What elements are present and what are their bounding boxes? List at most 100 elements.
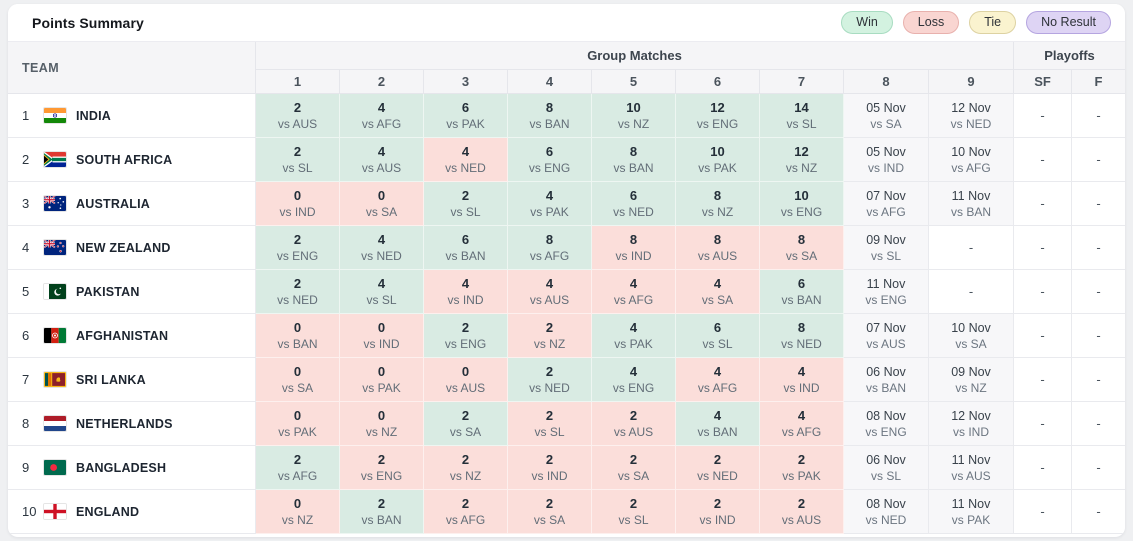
flag-south-africa-icon [44,152,66,167]
opponent-label: vs ENG [276,249,319,263]
team-cell[interactable]: 7 SRI LANKA [8,358,256,402]
match-cell-win: 2 vs SL [424,182,508,226]
opponent-label: vs SL [870,469,901,483]
semifinal-dash: - [1040,196,1045,211]
flag-australia-icon [44,196,66,211]
opponent-label: vs ENG [696,117,739,131]
match-column-header-4: 4 [508,70,592,94]
match-cell-win: 8 vs NED [760,314,844,358]
opponent-label: vs AUS [445,381,486,395]
opponent-label: vs SA [449,425,482,439]
semifinal-cell: - [1014,226,1072,270]
group-matches-header: Group Matches [256,42,1014,70]
rank-label: 10 [22,504,37,519]
points-value: 2 [377,496,386,511]
opponent-label: vs NED [361,249,402,263]
team-cell-content: 6 AFGHANISTAN [8,328,255,343]
match-cell-loss: 4 vs IND [760,358,844,402]
rank-label: 4 [22,240,30,255]
points-value: 4 [545,276,554,291]
team-name: AUSTRALIA [76,196,151,211]
points-value: 6 [629,188,638,203]
flag-england-icon [44,504,66,519]
points-value: 8 [629,144,638,159]
match-cell-loss: 2 vs IND [676,490,760,534]
opponent-label: vs AUS [529,293,570,307]
points-value: 2 [545,364,554,379]
table-row: 4 NEW ZEALAND 2 vs ENG 4 vs NED 6 vs BAN 8 vs AFG… [8,226,1125,270]
final-cell: - [1072,490,1125,534]
final-cell: - [1072,270,1125,314]
opponent-label: vs BAN [277,337,318,351]
match-cell-win: 6 vs BAN [424,226,508,270]
team-cell[interactable]: 8 NETHERLANDS [8,402,256,446]
team-cell[interactable]: 6 AFGHANISTAN [8,314,256,358]
team-cell[interactable]: 4 NEW ZEALAND [8,226,256,270]
team-cell-content: 1 INDIA [8,108,255,123]
match-cell-loss: 0 vs IND [340,314,424,358]
match-cell-upcoming: 12 Nov vs IND [929,402,1014,446]
team-cell[interactable]: 5 PAKISTAN [8,270,256,314]
opponent-label: vs BAN [445,249,486,263]
rank-label: 1 [22,108,30,123]
match-cell-win: 8 vs BAN [508,94,592,138]
opponent-label: vs SA [533,513,566,527]
points-value: 10 [626,100,641,115]
match-cell-loss: 2 vs NZ [424,446,508,490]
opponent-label: vs AUS [781,513,822,527]
final-cell: - [1072,226,1125,270]
semifinal-dash: - [1040,284,1045,299]
legend-pill-tie: Tie [969,11,1017,34]
opponent-label: vs PAK [782,469,821,483]
opponent-label: vs BAN [697,425,738,439]
match-cell-upcoming: 05 Nov vs IND [844,138,929,182]
points-value: 10 [794,188,809,203]
team-cell[interactable]: 9 BANGLADESH [8,446,256,490]
opponent-label: vs PAK [362,381,401,395]
points-value: 2 [713,496,722,511]
points-value: 2 [461,320,470,335]
rank-label: 6 [22,328,30,343]
match-cell-win: 4 vs AUS [340,138,424,182]
match-cell-loss: 0 vs BAN [256,314,340,358]
match-cell-upcoming: 06 Nov vs SL [844,446,929,490]
points-value: 4 [713,408,722,423]
match-cell-loss: 2 vs AUS [760,490,844,534]
match-cell-win: 12 vs NZ [760,138,844,182]
opponent-label: vs SA [281,381,314,395]
opponent-label: vs ENG [780,205,823,219]
rank-label: 9 [22,460,30,475]
match-date: 12 Nov [951,409,991,423]
points-value: 14 [794,100,809,115]
points-value: 8 [797,320,806,335]
final-dash: - [1096,460,1101,475]
team-cell[interactable]: 2 SOUTH AFRICA [8,138,256,182]
match-cell-win: 2 vs BAN [340,490,424,534]
opponent-label: vs PAK [951,513,991,527]
opponent-label: vs IND [615,249,652,263]
points-value: 2 [293,100,302,115]
team-cell[interactable]: 10 ENGLAND [8,490,256,534]
match-column-header-3: 3 [424,70,508,94]
card-header: Points Summary Win Loss Tie No Result [8,4,1125,42]
match-cell-upcoming: 09 Nov vs NZ [929,358,1014,402]
match-date: 08 Nov [866,409,906,423]
match-cell-upcoming: 11 Nov vs BAN [929,182,1014,226]
opponent-label: vs SL [618,513,649,527]
team-cell[interactable]: 1 INDIA [8,94,256,138]
final-cell: - [1072,94,1125,138]
points-value: 2 [629,408,638,423]
semifinal-cell: - [1014,358,1072,402]
opponent-label: vs NZ [365,425,398,439]
points-value: 4 [461,144,470,159]
final-dash: - [1096,372,1101,387]
match-cell-loss: 0 vs PAK [256,402,340,446]
semifinal-cell: - [1014,446,1072,490]
final-cell: - [1072,402,1125,446]
match-cell-win: 6 vs ENG [508,138,592,182]
match-cell-win: 4 vs BAN [676,402,760,446]
opponent-label: vs ENG [444,337,487,351]
points-table: TEAM Group Matches Playoffs 1 2 3 4 5 6 7 8 9 SF F… [8,42,1125,534]
team-cell[interactable]: 3 AUSTRALIA [8,182,256,226]
opponent-label: vs NZ [449,469,482,483]
